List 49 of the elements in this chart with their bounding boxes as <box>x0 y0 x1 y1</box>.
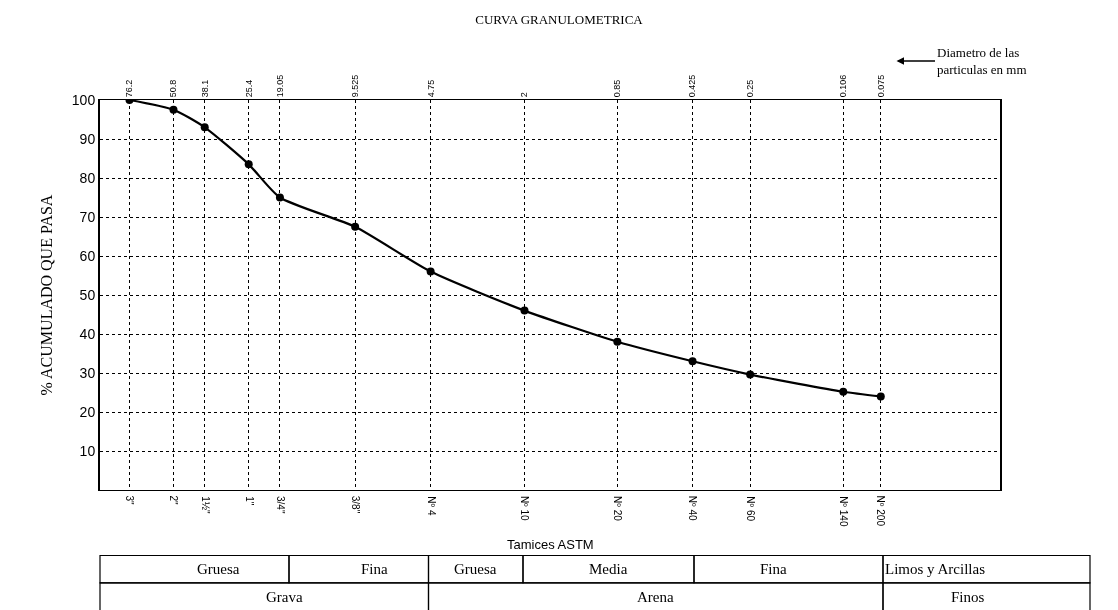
y-tick-label: 70 <box>79 208 96 225</box>
x-tick-label: 2 <box>519 92 530 98</box>
text: 3/8" <box>350 495 362 514</box>
text: Fina <box>760 561 788 577</box>
y-tick-label: 60 <box>79 247 96 264</box>
y-tick-label: 50 <box>79 286 96 303</box>
x-tick-label: 4.75 <box>425 79 436 98</box>
y-tick-label: 90 <box>79 130 96 147</box>
text: 1" <box>243 496 255 506</box>
text: Limos y Arcillas <box>885 561 986 577</box>
x-axis-title: Tamices ASTM <box>507 537 594 552</box>
x-tick-label: 0.106 <box>838 74 849 98</box>
text: 2" <box>168 495 180 505</box>
text: Nº 40 <box>686 495 698 522</box>
x-tick-label: 0.425 <box>687 74 698 98</box>
text: Fina <box>361 561 389 577</box>
x-tick-label: 76.2 <box>124 79 135 98</box>
text: Diametro de las particulas en mm <box>937 45 1027 77</box>
x-tick-label: 0.85 <box>612 79 623 98</box>
text: Nº 60 <box>744 496 756 522</box>
y-axis-title: % ACUMULADO QUE PASA <box>38 194 56 396</box>
x-tick-label: 50.8 <box>168 79 179 98</box>
x-tick-label: 0.075 <box>875 74 886 98</box>
text: 3/4" <box>274 495 286 514</box>
y-tick-label: 40 <box>79 325 96 342</box>
text: 1½" <box>199 496 211 515</box>
y-tick-label: 20 <box>79 403 96 420</box>
text: 3" <box>124 495 136 505</box>
text: Nº 140 <box>837 496 849 527</box>
text: Nº 20 <box>611 496 623 522</box>
x-tick-label: 9.525 <box>350 74 361 98</box>
chart-title: CURVA GRANULOMETRICA <box>475 12 644 28</box>
text: Finos <box>951 589 985 605</box>
y-tick-label: 30 <box>79 364 96 381</box>
y-tick-label: 80 <box>79 169 96 186</box>
x-tick-label: 19.05 <box>274 74 285 98</box>
text: Arena <box>637 589 674 605</box>
text: Nº 4 <box>425 496 437 516</box>
text: Nº 10 <box>518 495 530 522</box>
text: Nº 200 <box>875 495 887 527</box>
text: Gruesa <box>454 561 497 577</box>
x-tick-label: 38.1 <box>199 79 210 98</box>
x-tick-label: 0.25 <box>745 79 756 98</box>
text: Grava <box>266 589 303 605</box>
y-tick-label: 10 <box>79 442 96 459</box>
x-tick-label: 25.4 <box>243 79 254 98</box>
y-tick-label: 100 <box>71 91 96 108</box>
text: Gruesa <box>197 561 240 577</box>
text: Media <box>589 561 628 577</box>
